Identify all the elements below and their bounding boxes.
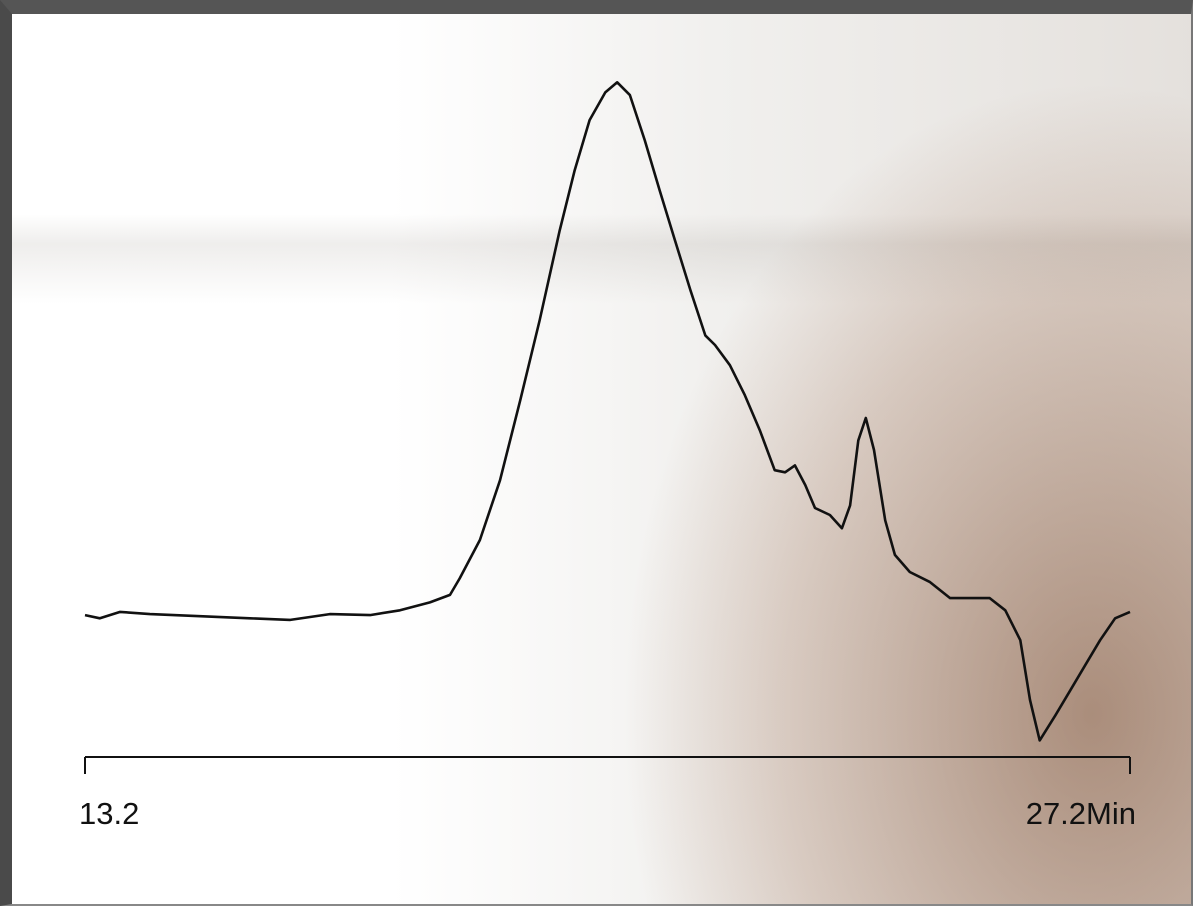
- x-tick-label: 27.2Min: [1026, 796, 1136, 831]
- signal-line: [84, 81, 1131, 742]
- x-tick-label: 13.2: [79, 796, 139, 831]
